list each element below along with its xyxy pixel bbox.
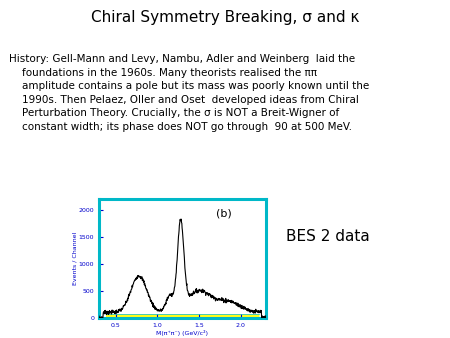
Y-axis label: Events / Channel: Events / Channel <box>72 232 77 285</box>
Text: (b): (b) <box>216 209 231 219</box>
X-axis label: M(π⁺π⁻) (GeV/c²): M(π⁺π⁻) (GeV/c²) <box>156 330 208 336</box>
Text: History: Gell-Mann and Levy, Nambu, Adler and Weinberg  laid the
    foundations: History: Gell-Mann and Levy, Nambu, Adle… <box>9 54 369 132</box>
Text: Chiral Symmetry Breaking, σ and κ: Chiral Symmetry Breaking, σ and κ <box>91 10 359 25</box>
Text: BES 2 data: BES 2 data <box>286 229 369 244</box>
